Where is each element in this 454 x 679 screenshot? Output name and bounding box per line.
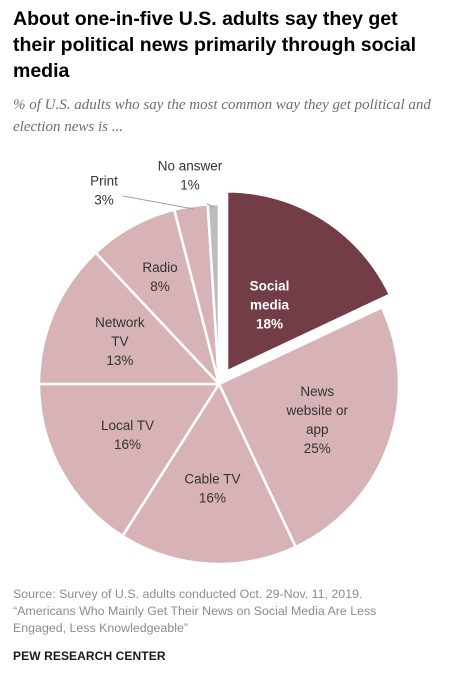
leader-line-no-answer [206, 203, 215, 208]
label-cable-tv: Cable TV 16% [184, 472, 240, 506]
chart-subtitle: % of U.S. adults who say the most common… [13, 97, 431, 135]
chart-title: About one-in-five U.S. adults say they g… [13, 8, 417, 82]
brand-footer: PEW RESEARCH CENTER [13, 649, 166, 663]
source-note: Source: Survey of U.S. adults conducted … [13, 586, 443, 637]
slice-local-tv [37, 382, 221, 538]
label-network-tv: Network TV 13% [95, 315, 145, 368]
label-no-answer: No answer 1% [158, 159, 223, 193]
source-line-3: Engaged, Less Knowledgeable” [13, 621, 188, 635]
leader-line-print [122, 195, 195, 210]
slice-cable-tv [121, 382, 297, 566]
slice-network-tv [37, 251, 221, 386]
slice-news-website-or-app [217, 306, 401, 549]
source-line-2: “Americans Who Mainly Get Their News on … [13, 604, 377, 618]
label-social-media: Social media 18% [250, 278, 290, 331]
slice-radio [94, 208, 221, 386]
slice-social-media [225, 190, 392, 373]
label-print: Print 3% [90, 174, 118, 208]
label-news-website-or-app: News website or app 25% [285, 384, 348, 456]
source-line-1: Source: Survey of U.S. adults conducted … [13, 587, 363, 601]
label-radio: Radio 8% [142, 260, 177, 294]
label-local-tv: Local TV 16% [101, 418, 154, 452]
